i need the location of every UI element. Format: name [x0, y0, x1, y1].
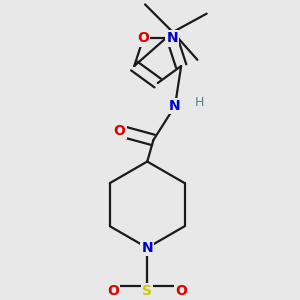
Text: N: N	[169, 99, 181, 113]
Text: O: O	[175, 284, 187, 298]
Text: O: O	[114, 124, 125, 138]
Text: S: S	[142, 284, 152, 298]
Text: O: O	[107, 284, 119, 298]
Text: H: H	[195, 97, 204, 110]
Text: N: N	[167, 32, 178, 46]
Text: O: O	[137, 32, 149, 46]
Text: N: N	[141, 241, 153, 255]
